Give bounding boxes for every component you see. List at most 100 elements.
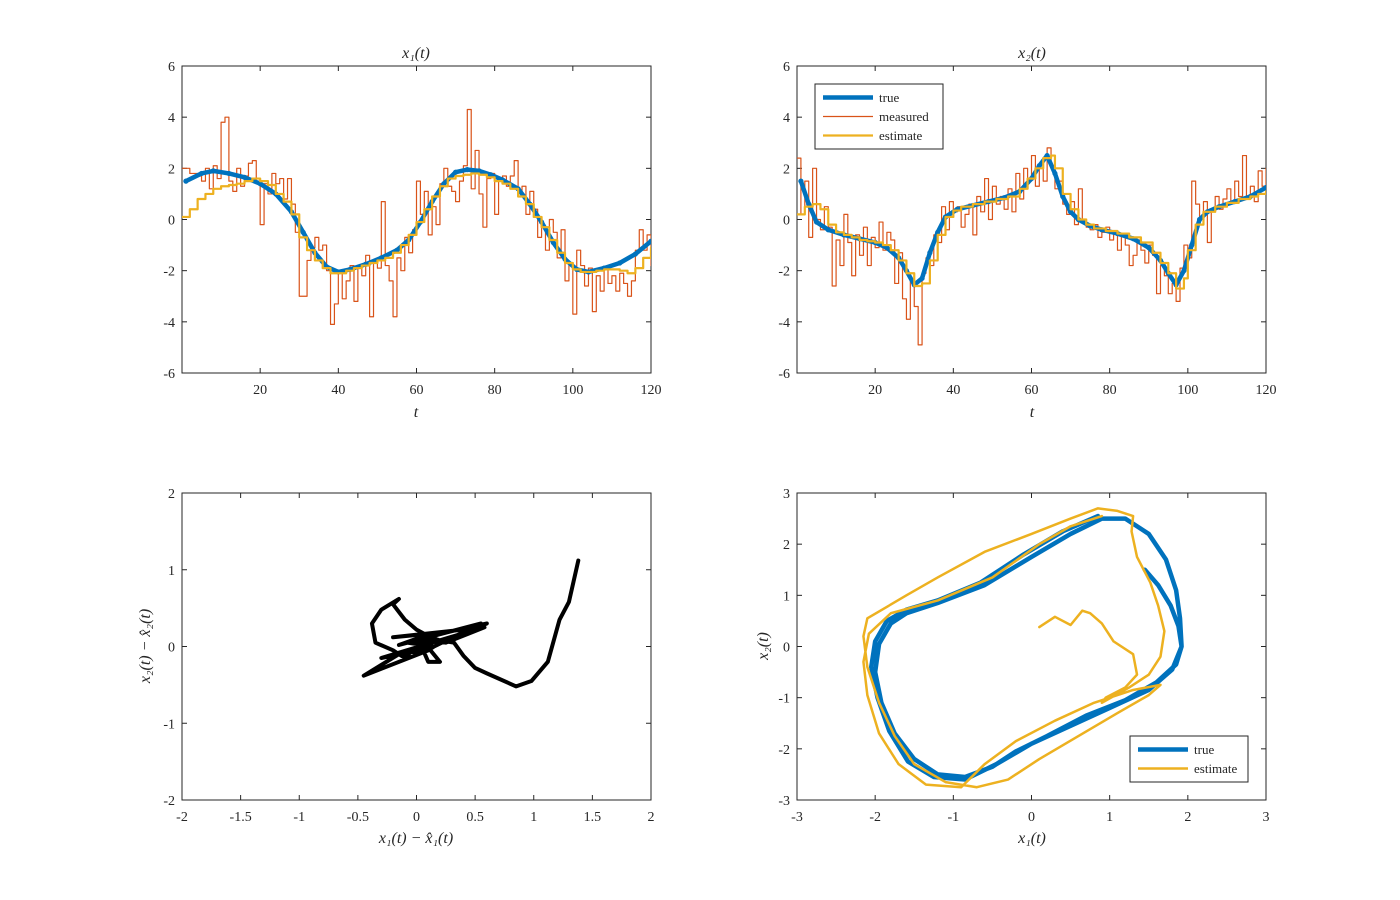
subplot-error-xtick-label: 0	[413, 810, 420, 825]
subplot-phase-ytick-label: -2	[778, 743, 790, 758]
subplot-x1-point-true	[226, 170, 232, 177]
subplot-error-xtick-label: 1	[530, 810, 537, 825]
subplot-x2-point-true	[1146, 245, 1152, 251]
subplot-x1-title: x₁(t)	[401, 45, 430, 62]
subplot-x2-point-true	[884, 245, 890, 251]
subplot-x2-xtick-label: 40	[946, 383, 960, 398]
subplot-x1-point-true	[617, 260, 623, 266]
subplot-x2: x₂(t) t 20 40 60 80 100 120 -6 -4 -2 0 2 4 6 true meas…	[778, 45, 1276, 421]
subplot-x1-point-true	[452, 169, 459, 175]
subplot-x2-point-true	[1181, 268, 1187, 274]
subplot-x2-point-true	[825, 227, 831, 233]
subplot-x1-point-true	[183, 178, 189, 184]
subplot-x2-point-true	[1189, 242, 1195, 248]
subplot-x1-point-true	[210, 168, 216, 174]
subplot-x1-ytick-label: 0	[168, 214, 175, 229]
subplot-phase-legend-label-estimate: estimate	[1194, 761, 1238, 776]
subplot-x1-ytick-label: -6	[163, 367, 175, 382]
subplot-x1-xtick-label: 60	[410, 383, 424, 398]
subplot-x2-ytick-label: 6	[783, 60, 790, 75]
subplot-x1-point-true	[648, 238, 651, 244]
subplot-phase-ytick-label: -1	[778, 692, 790, 707]
subplot-phase-ytick-label: 2	[783, 538, 790, 553]
subplot-x1-point-true	[550, 239, 556, 246]
subplot-phase-xtick-label: -3	[791, 810, 803, 825]
subplot-x2-ytick-label: -2	[778, 265, 790, 280]
subplot-x1-point-true	[476, 168, 482, 174]
subplot-phase-legend-box	[1129, 735, 1249, 783]
subplot-error-xtick-label: -2	[176, 810, 188, 825]
subplot-phase: x₁(t) x₂(t) -3 -2 -1 0 1 2 3 -3 -2 -1 0 1 2 3 true esti…	[755, 487, 1270, 847]
subplot-error-series-error	[361, 558, 581, 689]
subplot-error-xtick-label: -1	[293, 810, 305, 825]
subplot-x2-point-true	[1036, 163, 1042, 169]
subplot-x2-point-true	[1060, 193, 1066, 200]
subplot-x2-xtick-label: 20	[868, 383, 882, 398]
subplot-x1-ytick-label: 4	[168, 111, 175, 126]
subplot-error-ytick-label: 0	[168, 641, 175, 656]
subplot-x2-point-true	[798, 178, 804, 184]
subplot-phase-legend-label-true: true	[1194, 742, 1214, 757]
subplot-error-ylabel: x₂(t) − x̂₂(t)	[137, 609, 154, 684]
subplot-x1-point-true	[257, 181, 263, 187]
subplot-x1-xtick-label: 100	[562, 383, 583, 398]
subplot-x2-xtick-label: 100	[1177, 383, 1198, 398]
subplot-x2-legend: true measured estimate	[814, 83, 944, 150]
subplot-phase-xtick-label: -2	[869, 810, 881, 825]
subplot-x1-ytick-label: 6	[168, 60, 175, 75]
subplot-x1-point-true	[441, 181, 447, 187]
subplot-x1-point-true	[198, 170, 205, 177]
subplot-x2-ytick-label: -6	[778, 367, 790, 382]
subplot-error-xlabel: x₁(t) − x̂₁(t)	[378, 830, 453, 847]
subplot-x2-point-true	[1263, 184, 1266, 191]
subplot-x2-xtick-label: 80	[1103, 383, 1117, 398]
subplot-error-xtick-label: -0.5	[347, 810, 369, 825]
subplot-x2-xlabel: t	[1030, 404, 1035, 421]
subplot-x1-point-true	[241, 174, 248, 180]
subplot-phase-ylabel: x₂(t)	[755, 632, 772, 661]
subplot-error-xtick-label: -1.5	[230, 810, 252, 825]
subplot-phase-xtick-label: 1	[1106, 810, 1113, 825]
subplot-phase-xlabel: x₁(t)	[1017, 830, 1046, 847]
subplot-x1-xtick-label: 40	[331, 383, 345, 398]
subplot-phase-xtick-label: 3	[1263, 810, 1270, 825]
subplot-phase-xtick-label: 2	[1184, 810, 1191, 825]
subplot-x1-xtick-label: 120	[641, 383, 662, 398]
subplot-phase-ytick-label: 1	[783, 589, 790, 604]
subplot-x2-point-true	[1044, 152, 1050, 159]
subplot-x2-point-true	[919, 275, 925, 281]
subplot-phase-xtick-label: 0	[1028, 810, 1035, 825]
subplot-phase-ytick-label: 3	[783, 487, 790, 502]
subplot-x1-xtick-label: 20	[253, 383, 267, 398]
subplot-phase-xtick-label: -1	[947, 810, 959, 825]
subplot-x2-title: x₂(t)	[1017, 45, 1046, 62]
subplot-x2-ytick-label: -4	[778, 316, 790, 331]
subplot-x2-point-true	[935, 229, 941, 235]
subplot-error-ytick-label: 2	[168, 487, 175, 502]
subplot-x1-xtick-label: 80	[488, 383, 502, 398]
subplot-x1-point-true	[378, 255, 384, 261]
subplot-error-xtick-label: 1.5	[584, 810, 602, 825]
subplot-x2-point-true	[813, 219, 820, 225]
subplot-error-xtick-label: 0.5	[466, 810, 484, 825]
subplot-x2-legend-label-true: true	[879, 90, 899, 105]
subplot-x1: x₁(t) t 20 40 60 80 100 120 -6 -4 -2 0 2 4 6	[163, 45, 661, 421]
subplot-x2-point-true	[806, 201, 812, 207]
subplot-x2-ytick-label: 2	[783, 162, 790, 177]
subplot-phase-series-true	[869, 513, 1184, 782]
subplot-error: x₁(t) − x̂₁(t) x₂(t) − x̂₂(t) -2 -1.5 -1 -0…	[137, 487, 655, 847]
subplot-x1-point-true	[488, 172, 494, 178]
subplot-phase-legend: true estimate	[1129, 735, 1249, 783]
subplot-x2-point-true	[1052, 170, 1058, 177]
subplot-phase-ytick-label: 0	[783, 641, 790, 656]
subplot-x2-series-estimate	[797, 154, 1266, 290]
subplot-x1-ytick-label: -2	[163, 265, 175, 280]
subplot-x1-xlabel: t	[414, 404, 419, 421]
subplot-x2-ytick-label: 4	[783, 111, 790, 126]
subplot-x2-legend-label-estimate: estimate	[879, 128, 923, 143]
subplot-x1-point-true	[632, 251, 638, 257]
subplot-x1-ytick-label: -4	[163, 316, 175, 331]
subplot-error-ytick-label: -1	[163, 717, 175, 732]
subplot-phase-series-estimate	[862, 507, 1166, 789]
subplot-x1-series-estimate	[182, 172, 651, 275]
